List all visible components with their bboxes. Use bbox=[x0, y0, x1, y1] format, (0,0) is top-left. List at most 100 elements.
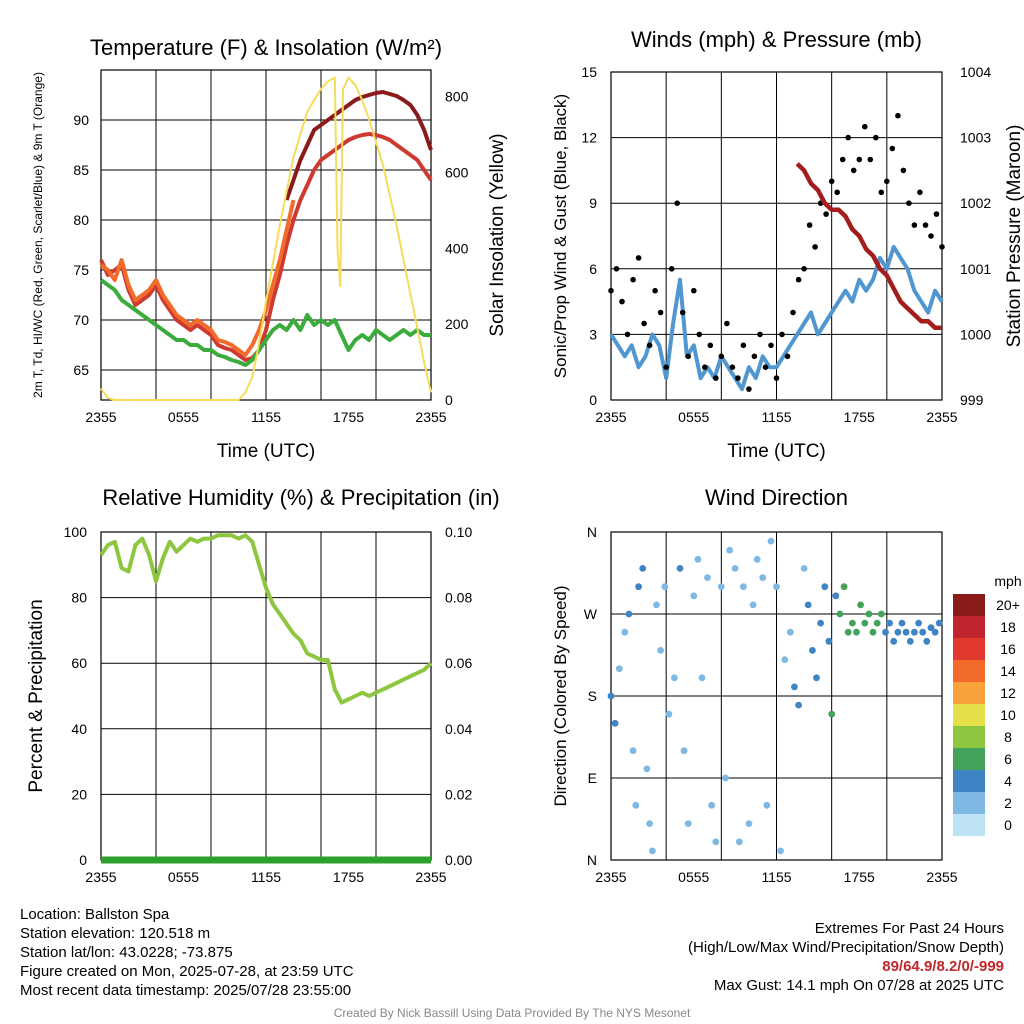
y-tick-label: 80 bbox=[71, 590, 87, 606]
direction-point bbox=[915, 619, 922, 627]
x-tick-label: 2355 bbox=[85, 869, 116, 885]
direction-point bbox=[786, 628, 794, 636]
chart-title: Relative Humidity (%) & Precipitation (i… bbox=[102, 485, 499, 510]
y-axis-label: 2m T, Td, HI/WC (Red, Green, Scarlet/Blu… bbox=[31, 72, 45, 398]
gust-point bbox=[757, 331, 763, 338]
direction-point bbox=[632, 801, 640, 809]
y-tick-label: 40 bbox=[71, 721, 87, 737]
gust-point bbox=[878, 189, 885, 196]
gust-point bbox=[900, 167, 907, 174]
direction-point bbox=[625, 610, 633, 618]
gust-point bbox=[939, 244, 945, 250]
gust-point bbox=[762, 364, 769, 371]
direction-point bbox=[690, 592, 698, 600]
temperature-panel: Temperature (F) & Insolation (W/m²)2355 0… bbox=[31, 35, 508, 462]
x-tick-label: 1155 bbox=[251, 409, 281, 425]
legend-swatch bbox=[953, 770, 985, 792]
direction-point bbox=[923, 637, 931, 645]
direction-point bbox=[676, 565, 684, 572]
gust-point bbox=[850, 167, 857, 174]
y-axis-label: Direction (Colored By Speed) bbox=[551, 585, 570, 806]
gust-point bbox=[657, 309, 664, 316]
direction-point bbox=[731, 565, 739, 572]
y-tick-label: 6 bbox=[589, 261, 597, 277]
gust-point bbox=[641, 320, 647, 327]
recent-text: Most recent data timestamp: 2025/07/28 2… bbox=[20, 982, 352, 999]
direction-point bbox=[740, 583, 747, 591]
gust-point bbox=[856, 156, 863, 163]
y2-tick-label: 999 bbox=[960, 392, 984, 408]
direction-point bbox=[813, 674, 820, 682]
direction-point bbox=[821, 583, 829, 591]
gust-point bbox=[740, 342, 747, 349]
legend-label: 16 bbox=[1000, 641, 1016, 657]
elevation-text: Station elevation: 120.518 m bbox=[20, 925, 211, 942]
legend-swatch bbox=[953, 704, 985, 726]
gust-point bbox=[652, 287, 658, 294]
gust-point bbox=[624, 331, 631, 338]
legend-swatch bbox=[953, 638, 985, 660]
direction-point bbox=[704, 574, 711, 581]
gust-point bbox=[779, 331, 785, 338]
direction-point bbox=[773, 583, 780, 591]
gust-point bbox=[674, 200, 680, 206]
direction-point bbox=[722, 774, 729, 782]
direction-point bbox=[853, 628, 860, 636]
direction-point bbox=[712, 838, 720, 846]
x-tick-label: 1155 bbox=[761, 409, 791, 425]
direction-point bbox=[646, 820, 653, 827]
direction-point bbox=[844, 628, 852, 636]
y2-axis-label: Station Pressure (Maroon) bbox=[1004, 125, 1024, 348]
y-tick-label: 12 bbox=[581, 130, 597, 146]
y-tick-label: W bbox=[584, 606, 598, 622]
gust-point bbox=[691, 287, 697, 294]
station-info: Location: Ballston Spa Station elevation… bbox=[20, 905, 354, 1000]
legend-label: 2 bbox=[1004, 795, 1012, 811]
y-axis-label: Percent & Precipitation bbox=[26, 599, 47, 792]
y-tick-label: E bbox=[588, 770, 597, 786]
legend-swatch bbox=[953, 792, 985, 814]
gust-point bbox=[713, 375, 719, 381]
direction-point bbox=[698, 674, 706, 682]
y-tick-label: 80 bbox=[73, 212, 89, 228]
chart-title: Temperature (F) & Insolation (W/m²) bbox=[90, 35, 442, 60]
y2-tick-label: 1004 bbox=[960, 64, 991, 80]
x-axis-label: Time (UTC) bbox=[727, 441, 826, 462]
chart-title: Wind Direction bbox=[705, 485, 848, 510]
direction-point bbox=[621, 628, 629, 636]
y-tick-label: 20 bbox=[71, 786, 87, 802]
gust-point bbox=[873, 134, 879, 141]
direction-point bbox=[661, 583, 669, 591]
direction-point bbox=[643, 765, 651, 773]
gust-point bbox=[679, 309, 686, 316]
legend-swatch bbox=[953, 814, 985, 836]
gust-point bbox=[884, 178, 890, 185]
x-axis-label: Time (UTC) bbox=[217, 441, 316, 462]
gust-point bbox=[917, 189, 923, 196]
created-text: Figure created on Mon, 2025-07-28, at 23… bbox=[20, 963, 354, 980]
direction-point bbox=[809, 647, 816, 654]
y2-tick-label: 1002 bbox=[960, 195, 991, 211]
gust-point bbox=[685, 353, 691, 360]
x-tick-label: 1755 bbox=[333, 869, 364, 885]
direction-point bbox=[911, 628, 918, 636]
gust-point bbox=[768, 342, 774, 349]
gust-point bbox=[911, 222, 918, 228]
gust-point bbox=[735, 375, 741, 381]
y2-tick-label: 1000 bbox=[960, 326, 991, 342]
gust-point bbox=[828, 178, 835, 185]
direction-point bbox=[836, 610, 844, 618]
extremes-title: Extremes For Past 24 Hours bbox=[814, 920, 1004, 937]
legend-swatch bbox=[953, 616, 985, 638]
y-tick-label: 70 bbox=[73, 312, 89, 328]
gust-point bbox=[839, 156, 846, 163]
gust-point bbox=[729, 364, 736, 371]
gust-point bbox=[608, 287, 614, 294]
gust-point bbox=[707, 342, 714, 349]
plot-frame bbox=[100, 69, 432, 401]
direction-point bbox=[906, 637, 914, 645]
gust-point bbox=[823, 211, 829, 217]
y2-tick-label: 1003 bbox=[960, 130, 991, 146]
x-tick-label: 2355 bbox=[415, 409, 446, 425]
y2-tick-label: 0.10 bbox=[445, 524, 472, 540]
